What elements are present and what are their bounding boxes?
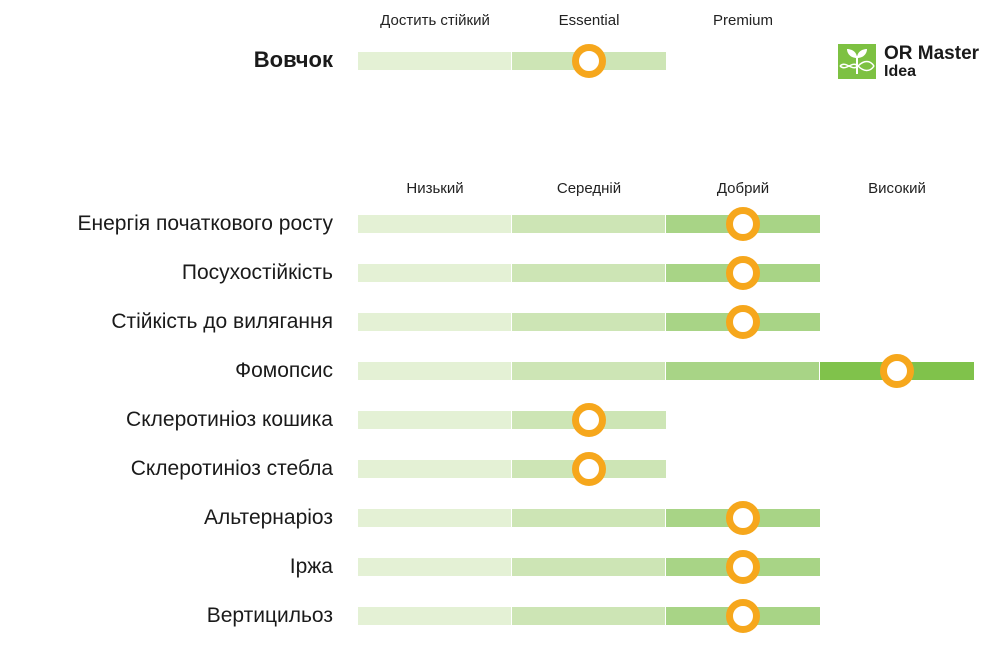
rating-bar-segment — [358, 362, 511, 380]
rating-bar-segment — [358, 558, 511, 576]
level-header-serednii: Середній — [556, 180, 622, 197]
row-label: Фомопсис — [235, 359, 333, 382]
rating-marker — [726, 207, 760, 241]
logo-subname: Idea — [884, 63, 917, 80]
rating-bar-segment — [358, 264, 511, 282]
rating-marker — [726, 256, 760, 290]
row-label: Іржа — [289, 555, 333, 578]
rating-bar-segment — [358, 313, 511, 331]
row-label: Стійкість до вилягання — [111, 310, 333, 333]
sprout-dna-icon — [838, 44, 876, 79]
rating-bar-segment — [666, 362, 819, 380]
row-label: Енергія початкового росту — [77, 212, 334, 235]
rating-marker — [572, 452, 606, 486]
rating-bar-segment — [512, 607, 665, 625]
rating-marker — [726, 599, 760, 633]
rating-bar-segment — [512, 362, 665, 380]
rating-bar-segment — [512, 264, 665, 282]
rating-marker — [726, 501, 760, 535]
row-label: Альтернаріоз — [204, 506, 333, 529]
rating-bar-segment — [358, 460, 511, 478]
rating-marker — [726, 305, 760, 339]
level-header-dobryi: Добрий — [716, 180, 770, 197]
rating-bar-segment — [358, 215, 511, 233]
rating-marker — [572, 403, 606, 437]
rating-bar-segment — [512, 558, 665, 576]
rating-marker — [572, 44, 606, 78]
rating-bar-segment — [358, 411, 511, 429]
rating-bar-segment — [512, 313, 665, 331]
level-header-premium: Premium — [712, 12, 773, 29]
rating-bar-segment — [512, 509, 665, 527]
row-label: Посухостійкість — [181, 261, 333, 284]
rating-bar-segment — [358, 509, 511, 527]
rating-marker — [880, 354, 914, 388]
row-label: Вертицильоз — [206, 604, 333, 627]
row-label: Склеротиніоз кошика — [126, 408, 333, 431]
logo-name: OR Master — [884, 43, 980, 64]
rating-marker — [726, 550, 760, 584]
rating-bar-segment — [512, 215, 665, 233]
level-header-nyzkyi: Низький — [406, 180, 464, 197]
rating-bar-segment — [358, 607, 511, 625]
level-header-essential: Essential — [558, 12, 620, 29]
row-label: Склеротиніоз стебла — [130, 457, 333, 480]
level-header-dostyt-stiikyi: Достить стійкий — [380, 12, 490, 29]
level-header-vysokyi: Високий — [868, 180, 926, 197]
hybrid-rating-title: Вовчок — [253, 47, 333, 72]
rating-bar-segment — [358, 52, 511, 70]
brand-logo: OR Master Idea — [838, 43, 998, 84]
